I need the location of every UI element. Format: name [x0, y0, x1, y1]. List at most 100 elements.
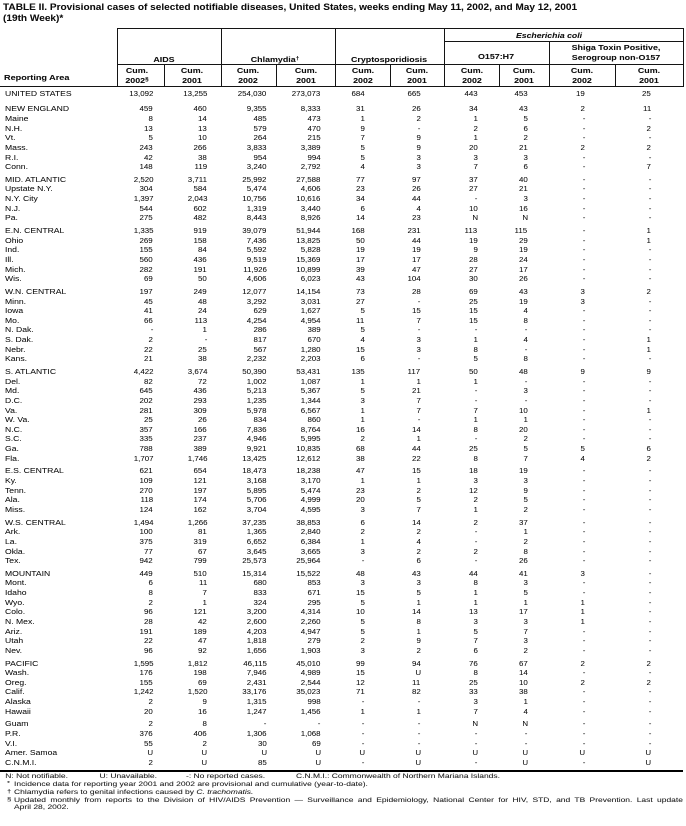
cell-value: 1 — [473, 417, 478, 425]
row-area-label: Mo. — [5, 317, 20, 325]
cell-value: 5,978 — [246, 407, 267, 415]
cell-value: 459 — [139, 106, 154, 114]
row-area-label: P.R. — [5, 731, 21, 739]
cell-value: 27 — [468, 186, 478, 194]
header-ecoli-divider — [548, 41, 550, 88]
table-row: Nebr. 22 25 567 1,280 15 3 8 - - 1 — [0, 346, 686, 356]
cell-value: 25 — [468, 446, 478, 454]
table-row: N. Dak. - 1 286 389 5 - - - - - — [0, 326, 686, 336]
cell-value: 37 — [468, 176, 478, 184]
cell-value: 1,344 — [300, 397, 321, 405]
cell-value: 69 — [198, 679, 208, 687]
cell-value: - — [417, 699, 421, 707]
cell-value: 665 — [407, 91, 421, 98]
cell-value: N — [471, 215, 478, 223]
cell-value: 2 — [646, 455, 652, 463]
cell-value: 3 — [523, 388, 528, 396]
cell-value: 14 — [518, 670, 528, 678]
cell-value: - — [582, 647, 586, 655]
row-area-label: N.H. — [5, 125, 23, 133]
cell-value: 2 — [148, 721, 154, 729]
cell-value: 47 — [198, 638, 208, 646]
cell-value: 85 — [257, 759, 267, 767]
cell-value: 3,711 — [187, 176, 208, 184]
cell-value: - — [582, 215, 586, 223]
cell-value: 14 — [411, 426, 421, 434]
cell-value: - — [582, 580, 586, 588]
cell-value: 17 — [518, 266, 528, 274]
row-area-label: Iowa — [5, 308, 24, 316]
cell-value: 97 — [411, 176, 421, 184]
cell-value: 3 — [416, 580, 421, 588]
cell-value: 998 — [307, 699, 321, 707]
cell-value: 1 — [580, 609, 586, 617]
cell-value: 71 — [355, 689, 365, 697]
subcol-label-year: 2002 — [328, 76, 397, 86]
cell-value: - — [582, 115, 586, 123]
cell-value: 44 — [411, 196, 421, 204]
footnote-dagger-italic: C. trachomatis. — [196, 788, 254, 796]
table-section: NEW ENGLAND 459 460 9,355 8,333 31 26 34 43 2 11 Ma… — [0, 105, 686, 172]
cell-value: 50,390 — [242, 368, 267, 376]
row-area-label: W. Va. — [5, 417, 30, 425]
cell-value: 4 — [523, 708, 528, 716]
cell-value: 1 — [473, 135, 478, 143]
cell-value: 20 — [518, 426, 528, 434]
cell-value: 166 — [193, 426, 208, 434]
row-area-label: C.N.M.I. — [5, 759, 37, 767]
cell-value: - — [648, 487, 652, 495]
cell-value: U — [521, 750, 528, 758]
table-row: Vt. 5 10 264 215 7 9 1 2 - - — [0, 134, 686, 144]
cell-value: 115 — [514, 228, 528, 236]
cell-value: - — [474, 388, 478, 396]
table-section: W.N. CENTRAL 197 249 12,077 14,154 73 28 69 43 3 2… — [0, 288, 686, 365]
table-row: Maine 8 14 485 473 1 2 1 5 - - — [0, 115, 686, 125]
cell-value: - — [648, 298, 652, 306]
cell-value: - — [582, 548, 586, 556]
cell-value: 1 — [646, 407, 652, 415]
cell-value: 15 — [355, 590, 365, 598]
cell-value: 3 — [360, 580, 365, 588]
cell-value: 34 — [355, 196, 365, 204]
cell-value: 684 — [351, 91, 365, 98]
cell-value: 69 — [468, 288, 478, 296]
cell-value: 5,995 — [300, 436, 321, 444]
cell-value: 4,999 — [300, 497, 321, 505]
cell-value: 44 — [411, 237, 421, 245]
cell-value: 135 — [351, 368, 365, 376]
table-row: Mo. 66 113 4,254 4,954 11 7 15 8 - - — [0, 317, 686, 327]
cell-value: 1 — [416, 378, 421, 386]
cell-value: 269 — [139, 237, 154, 245]
cell-value: 5 — [360, 599, 365, 607]
cell-value: 9 — [473, 247, 478, 255]
cell-value: 50 — [355, 237, 365, 245]
cell-value: 1 — [202, 599, 208, 607]
cell-value: 15 — [468, 317, 478, 325]
header-group-divider — [220, 28, 222, 88]
cell-value: 510 — [193, 570, 208, 578]
cell-value: 1,319 — [246, 205, 267, 213]
cell-value: 22 — [411, 455, 421, 463]
cell-value: 1 — [360, 407, 365, 415]
table-title-line2: (19th Week)* — [3, 13, 64, 24]
cell-value: 3 — [473, 478, 478, 486]
cell-value: - — [582, 708, 586, 716]
cell-value: 37,235 — [242, 519, 267, 527]
cell-value: U — [201, 750, 208, 758]
reporting-area-label: Reporting Area — [4, 75, 70, 83]
cell-value: 1 — [360, 538, 365, 546]
cell-value: 8 — [473, 346, 478, 354]
cell-value: - — [648, 115, 652, 123]
subcol-label-year: 2001 — [158, 76, 227, 86]
cell-value: 4,254 — [246, 317, 267, 325]
cell-value: 3 — [580, 570, 586, 578]
cell-value: 37 — [518, 519, 528, 527]
cell-value: 335 — [139, 436, 154, 444]
cell-value: - — [582, 176, 586, 184]
cell-value: 2 — [416, 548, 421, 556]
table-section: W.S. CENTRAL 1,494 1,266 37,235 38,853 6 14 2 37… — [0, 519, 686, 567]
row-area-label: Fla. — [5, 455, 20, 463]
cell-value: 38,853 — [296, 519, 321, 527]
table-row: N. Mex. 28 42 2,600 2,260 5 8 3 3 1 - — [0, 618, 686, 628]
table-row: Miss. 124 162 3,704 4,595 3 7 1 2 - - — [0, 506, 686, 516]
